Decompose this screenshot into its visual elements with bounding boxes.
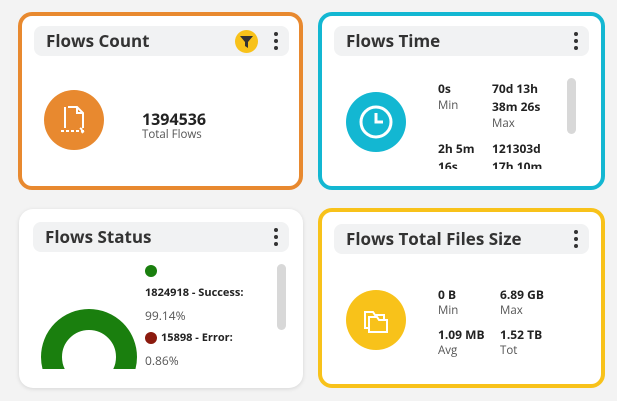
scrollbar[interactable] xyxy=(567,78,576,134)
icon xyxy=(346,290,406,350)
legend-text: 1824918 - Success: xyxy=(145,285,244,300)
menu-button[interactable] xyxy=(573,230,579,248)
card-header: Flows Count xyxy=(34,26,289,56)
stat-value: 2h 5m 16s xyxy=(438,140,475,169)
legend-text: 15898 - Error: xyxy=(161,330,233,345)
card-header: Flows Total Files Size xyxy=(334,224,589,254)
stat-label: Max xyxy=(500,303,523,318)
legend-percent: 0.86% xyxy=(145,352,179,369)
stat-value: 1.09 MB xyxy=(438,326,485,343)
donut-chart xyxy=(41,309,137,369)
stat-label: Tot xyxy=(500,343,518,358)
stat-label: Min xyxy=(438,303,459,318)
filter-button[interactable] xyxy=(235,30,258,53)
legend-percent: 99.14% xyxy=(145,307,186,324)
stat-label: Avg xyxy=(438,343,458,358)
card-title: Flows Total Files Size xyxy=(346,227,522,250)
card-title: Flows Count xyxy=(46,29,150,52)
menu-button[interactable] xyxy=(273,228,279,246)
legend-dot xyxy=(145,332,157,344)
card-title: Flows Time xyxy=(346,29,441,52)
stat-value: 70d 13h 38m 26s xyxy=(492,80,541,115)
stat-value: 6.89 GB xyxy=(500,286,544,303)
legend-dot xyxy=(145,265,157,277)
icon xyxy=(44,90,104,150)
total-label: Total Flows xyxy=(142,127,202,142)
card-header: Flows Time xyxy=(334,26,589,56)
card: Flows Count 1394536 Total Flows xyxy=(18,12,303,190)
stat-value: 0s xyxy=(438,80,451,97)
scrollbar[interactable] xyxy=(277,264,286,330)
menu-button[interactable] xyxy=(273,32,279,50)
stat-value: 121303d 17h 10m xyxy=(492,140,543,169)
icon xyxy=(346,92,406,152)
stat-value: 1.52 TB xyxy=(500,326,543,343)
stat-label: Min xyxy=(438,98,459,113)
menu-button[interactable] xyxy=(573,32,579,50)
card: Flows Total Files Size 0 B Min 6.89 GB Max… xyxy=(318,208,605,388)
stat-label: Max xyxy=(492,116,515,131)
stats: 0s Min 70d 13h 38m 26s Max 2h 5m 16s 12130… xyxy=(438,80,568,169)
card: Flows Status 1824918 - Success: 99.14% 1… xyxy=(19,209,303,388)
card-header: Flows Status xyxy=(33,222,289,252)
stat-value: 0 B xyxy=(438,286,457,303)
card-title: Flows Status xyxy=(45,225,152,248)
card: Flows Time 0s Min 70d 13h 38m 26s Max 2h 5… xyxy=(318,12,605,190)
total-value: 1394536 xyxy=(142,108,207,130)
